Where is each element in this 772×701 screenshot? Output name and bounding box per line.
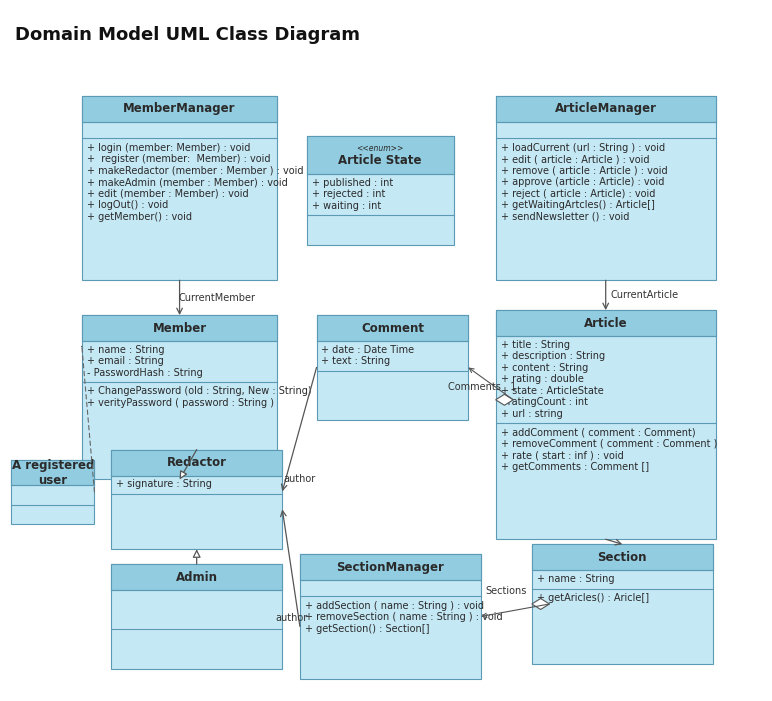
Text: Article State: Article State bbox=[338, 154, 422, 167]
FancyArrowPatch shape bbox=[603, 280, 608, 308]
Text: + login (member: Member) : void: + login (member: Member) : void bbox=[86, 143, 250, 153]
Text: + makeRedactor (member : Member ) : void: + makeRedactor (member : Member ) : void bbox=[86, 165, 303, 176]
Bar bbox=[317, 315, 469, 420]
Polygon shape bbox=[496, 395, 513, 405]
Text: + loadCurrent (url : String ) : void: + loadCurrent (url : String ) : void bbox=[500, 143, 665, 153]
Text: + content : String: + content : String bbox=[500, 363, 587, 373]
Text: + name : String: + name : String bbox=[537, 574, 615, 584]
Text: + getMember() : void: + getMember() : void bbox=[86, 212, 191, 222]
Text: author: author bbox=[283, 475, 316, 484]
FancyArrowPatch shape bbox=[469, 368, 513, 400]
Bar bbox=[111, 449, 283, 475]
Text: Article: Article bbox=[584, 317, 628, 329]
Text: A registered
user: A registered user bbox=[12, 458, 94, 486]
Text: - ratingCount : int: - ratingCount : int bbox=[500, 397, 587, 407]
Text: + description : String: + description : String bbox=[500, 351, 604, 362]
Text: + getComments : Comment []: + getComments : Comment [] bbox=[500, 461, 648, 472]
Text: Comments   1: Comments 1 bbox=[448, 382, 516, 392]
Text: + logOut() : void: + logOut() : void bbox=[86, 200, 168, 210]
FancyArrowPatch shape bbox=[282, 367, 317, 490]
Text: Comment: Comment bbox=[361, 322, 424, 334]
Text: author: author bbox=[275, 613, 307, 623]
Text: + email : String: + email : String bbox=[86, 357, 164, 367]
Bar bbox=[532, 544, 713, 570]
FancyArrowPatch shape bbox=[82, 346, 94, 492]
Text: + addSection ( name : String ) : void: + addSection ( name : String ) : void bbox=[305, 601, 484, 611]
Text: + getSection() : Section[]: + getSection() : Section[] bbox=[305, 624, 429, 634]
Text: ArticleManager: ArticleManager bbox=[555, 102, 657, 116]
Bar bbox=[317, 315, 469, 341]
Bar bbox=[306, 136, 453, 245]
Bar bbox=[82, 96, 277, 280]
Text: + remove ( article : Article ) : void: + remove ( article : Article ) : void bbox=[500, 165, 667, 176]
Text: Member: Member bbox=[153, 322, 207, 334]
Text: Section: Section bbox=[598, 551, 647, 564]
Bar bbox=[111, 449, 283, 549]
Bar bbox=[496, 96, 716, 280]
Text: + removeComment ( comment : Comment ): + removeComment ( comment : Comment ) bbox=[500, 439, 717, 449]
Text: Domain Model UML Class Diagram: Domain Model UML Class Diagram bbox=[15, 27, 361, 44]
Text: - PasswordHash : String: - PasswordHash : String bbox=[86, 368, 202, 378]
Bar bbox=[300, 554, 481, 580]
Bar bbox=[111, 564, 283, 590]
Text: + url : string: + url : string bbox=[500, 409, 562, 418]
Text: + text : String: + text : String bbox=[321, 357, 391, 367]
Text: + approve (article : Article) : void: + approve (article : Article) : void bbox=[500, 177, 664, 187]
Bar bbox=[82, 315, 277, 341]
Text: +  register (member:  Member) : void: + register (member: Member) : void bbox=[86, 154, 270, 164]
Text: + rejected : int: + rejected : int bbox=[312, 189, 385, 199]
Text: + state : ArticleState: + state : ArticleState bbox=[500, 386, 603, 396]
Text: + rate ( start : inf ) : void: + rate ( start : inf ) : void bbox=[500, 450, 623, 460]
Bar bbox=[300, 554, 481, 679]
Text: + addComment ( comment : Comment): + addComment ( comment : Comment) bbox=[500, 427, 695, 437]
Text: + published : int: + published : int bbox=[312, 177, 393, 188]
Bar bbox=[82, 315, 277, 479]
Text: CurrentMember: CurrentMember bbox=[178, 293, 256, 303]
Text: + verityPassword ( password : String ): + verityPassword ( password : String ) bbox=[86, 397, 273, 408]
Text: + rating : double: + rating : double bbox=[500, 374, 584, 384]
FancyArrowPatch shape bbox=[606, 539, 621, 545]
Text: + reject ( article : Article) : void: + reject ( article : Article) : void bbox=[500, 189, 655, 198]
Text: SectionManager: SectionManager bbox=[337, 561, 445, 573]
Text: MemberManager: MemberManager bbox=[124, 102, 235, 116]
Text: + name : String: + name : String bbox=[86, 345, 164, 355]
Bar bbox=[532, 544, 713, 664]
FancyArrowPatch shape bbox=[280, 511, 300, 627]
Text: + signature : String: + signature : String bbox=[116, 479, 212, 489]
Text: + getAricles() : Aricle[]: + getAricles() : Aricle[] bbox=[537, 592, 648, 603]
Polygon shape bbox=[532, 599, 550, 609]
Text: Sections: Sections bbox=[486, 586, 527, 596]
Bar bbox=[12, 460, 94, 524]
Text: + edit (member : Member) : void: + edit (member : Member) : void bbox=[86, 189, 249, 198]
Bar bbox=[306, 136, 453, 174]
Bar bbox=[82, 96, 277, 122]
FancyArrowPatch shape bbox=[181, 449, 197, 478]
Text: CurrentArticle: CurrentArticle bbox=[611, 290, 679, 300]
Bar bbox=[496, 310, 716, 336]
Bar bbox=[111, 564, 283, 669]
Text: + ChangePassword (old : String, New : String): + ChangePassword (old : String, New : St… bbox=[86, 386, 311, 396]
Text: + title : String: + title : String bbox=[500, 340, 570, 350]
Text: + removeSection ( name : String ) : void: + removeSection ( name : String ) : void bbox=[305, 613, 503, 622]
Text: Admin: Admin bbox=[176, 571, 218, 584]
Text: Redactor: Redactor bbox=[167, 456, 227, 469]
Text: + getWaitingArtcles() : Article[]: + getWaitingArtcles() : Article[] bbox=[500, 200, 655, 210]
FancyArrowPatch shape bbox=[193, 550, 200, 564]
Text: + sendNewsletter () : void: + sendNewsletter () : void bbox=[500, 212, 629, 222]
FancyArrowPatch shape bbox=[482, 604, 550, 618]
FancyArrowPatch shape bbox=[177, 280, 182, 314]
Text: + makeAdmin (member : Member) : void: + makeAdmin (member : Member) : void bbox=[86, 177, 287, 187]
Bar bbox=[496, 96, 716, 122]
Text: + date : Date Time: + date : Date Time bbox=[321, 345, 415, 355]
Bar bbox=[12, 460, 94, 486]
Text: <<enum>>: <<enum>> bbox=[357, 144, 404, 153]
Text: + waiting : int: + waiting : int bbox=[312, 200, 381, 210]
Text: + edit ( article : Article ) : void: + edit ( article : Article ) : void bbox=[500, 154, 649, 164]
Bar bbox=[496, 310, 716, 539]
